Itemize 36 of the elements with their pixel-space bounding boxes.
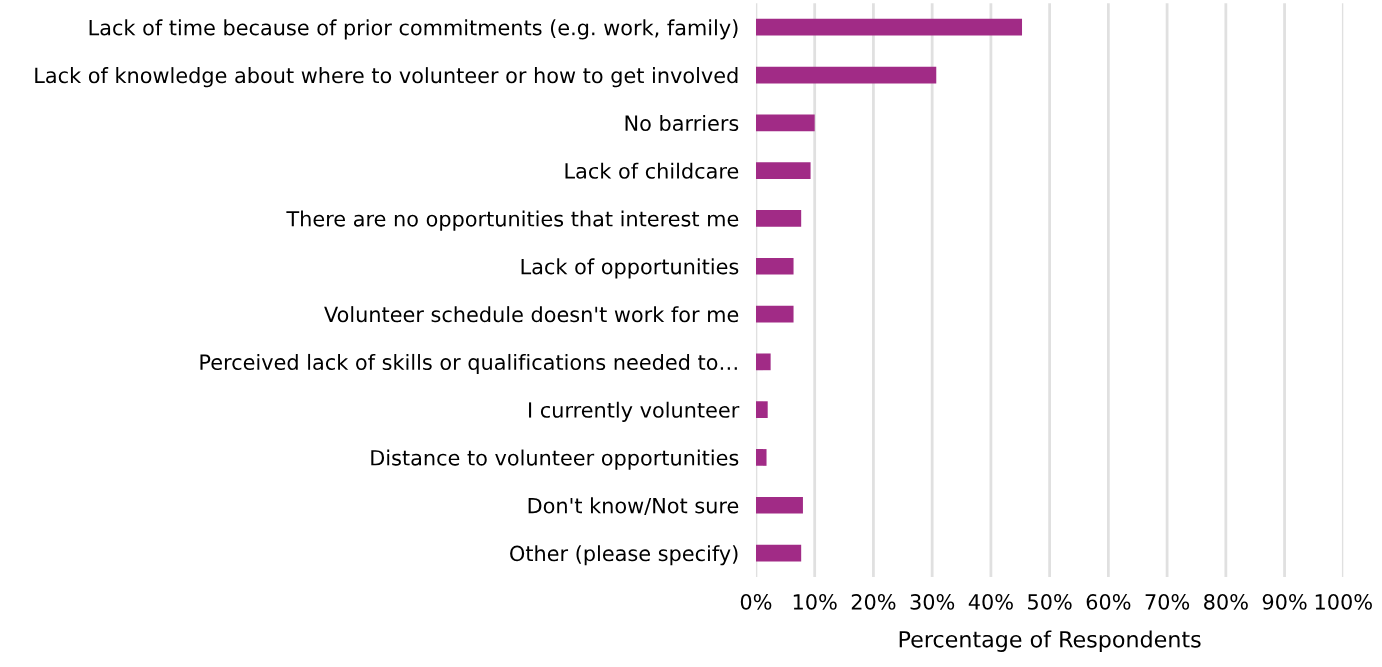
y-tick-label: Lack of childcare — [565, 162, 739, 179]
x-axis-title: Percentage of Respondents — [899, 630, 1201, 652]
x-tick-label: 30% — [910, 593, 955, 610]
y-tick-label: Lack of opportunities — [521, 258, 739, 279]
bar — [755, 305, 794, 323]
y-tick-label: There are no opportunities that interest me — [286, 210, 739, 231]
bar — [755, 257, 794, 275]
bar — [755, 401, 768, 419]
x-tick-label: 80% — [1204, 593, 1248, 610]
x-tick-label: 70% — [1145, 593, 1190, 610]
bar — [755, 353, 771, 371]
y-tick-label: Don't know/Not sure — [528, 497, 739, 516]
x-tick-label: 50% — [1028, 593, 1072, 610]
x-tick-label: 40% — [968, 593, 1013, 610]
bar — [755, 18, 1023, 36]
x-tick-label: 90% — [1262, 593, 1307, 610]
x-tick-label: 10% — [793, 593, 837, 610]
y-tick-label: Other (please specify) — [510, 545, 738, 566]
x-tick-label: 60% — [1086, 593, 1131, 610]
x-tick-label: 20% — [851, 593, 896, 610]
bar — [755, 544, 802, 562]
y-tick-label: Perceived lack of skills or qualifications needed to… — [200, 353, 737, 375]
bar — [755, 449, 767, 466]
bar — [755, 114, 815, 132]
x-tick-label: 0% — [740, 593, 772, 610]
y-tick-label: Lack of time because of prior commitments (e.g. work, family) — [89, 19, 738, 40]
bar — [755, 162, 811, 180]
y-tick-label: Distance to volunteer opportunities — [371, 449, 739, 470]
y-tick-label: No barriers — [625, 114, 739, 132]
x-tick-label: 100% — [1315, 593, 1372, 610]
y-tick-label: I currently volunteer — [529, 401, 740, 422]
y-tick-label: Volunteer schedule doesn't work for me — [324, 306, 739, 323]
bar — [755, 210, 802, 227]
bar — [755, 66, 937, 84]
y-tick-label: Lack of knowledge about where to volunteer or how to get involved — [35, 67, 738, 88]
bar — [755, 496, 803, 514]
